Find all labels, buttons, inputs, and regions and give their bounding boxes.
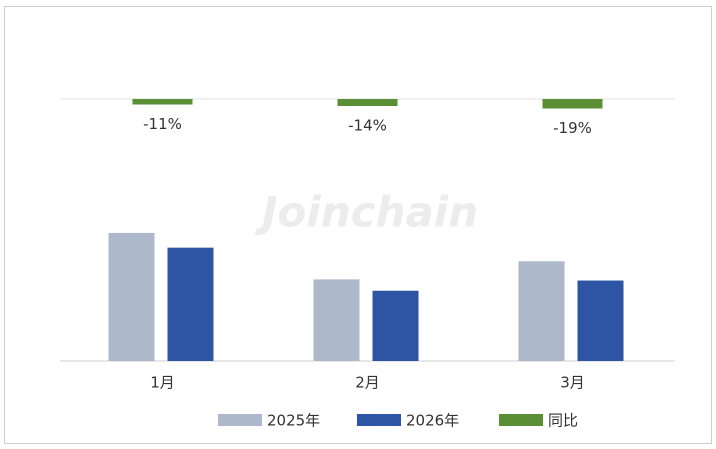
bar [313,279,360,361]
legend-label: 2025年 [267,412,320,430]
data-label: -19% [553,119,592,137]
bar [518,261,565,361]
x-tick-label: 1月 [150,374,175,392]
legend-label: 2026年 [406,412,459,430]
bar [167,247,214,361]
legend-swatch [218,414,262,426]
yoy-bar [542,99,603,109]
legend-swatch [357,414,401,426]
bar [577,280,624,361]
chart-border [4,6,712,444]
x-tick-label: 2月 [355,374,380,392]
bar [372,290,419,361]
data-label: -11% [143,115,182,133]
yoy-bar [337,99,398,106]
x-tick-label: 3月 [560,374,585,392]
legend-label: 同比 [548,412,578,430]
watermark: Joinchain [255,188,478,237]
yoy-bar [132,99,193,105]
bar [108,232,155,361]
data-label: -14% [348,117,387,135]
legend-swatch [499,414,543,426]
